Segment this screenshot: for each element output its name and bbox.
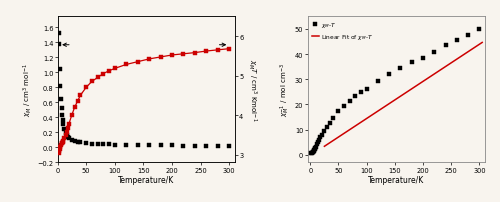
$\chi_{M}$-$T$: [476, 28, 482, 31]
$\chi_{M}$-$T$: [312, 148, 318, 150]
$\chi_{M}$-$T$: [347, 101, 353, 103]
X-axis label: Temperature/K: Temperature/K: [368, 175, 424, 184]
$\chi_{M}$-$T$: [375, 80, 381, 83]
$\chi_{M}$-$T$: [442, 45, 448, 47]
Legend: $\chi_{M}$-$T$, Linear Fit of $\chi_{M}$-$T$: $\chi_{M}$-$T$, Linear Fit of $\chi_{M}$…: [310, 20, 374, 43]
$\chi_{M}$-$T$: [408, 61, 414, 63]
$\chi_{M}$-$T$: [330, 118, 336, 120]
Line: $\chi_{M}$-$T$: $\chi_{M}$-$T$: [310, 28, 481, 155]
$\chi_{M}$-$T$: [336, 111, 342, 113]
$\chi_{M}$-$T$: [318, 135, 324, 137]
$\chi_{M}$-$T$: [341, 106, 347, 108]
$\chi_{M}$-$T$: [309, 152, 315, 155]
$\chi_{M}$-$T$: [312, 149, 318, 152]
Y-axis label: $\chi_{M}^{-1}$ / mol cm$^{-3}$: $\chi_{M}^{-1}$ / mol cm$^{-3}$: [279, 63, 292, 117]
$\chi_{M}$-$T$: [454, 40, 460, 42]
$\chi_{M}$-$T$: [465, 35, 471, 37]
$\chi_{M}$-$T$: [322, 130, 328, 133]
$\chi_{M}$-$T$: [310, 152, 316, 154]
Y-axis label: $\chi_{M}$ / cm$^3$ mol$^{-1}$: $\chi_{M}$ / cm$^3$ mol$^{-1}$: [22, 63, 34, 117]
$\chi_{M}$-$T$: [386, 73, 392, 75]
$\chi_{M}$-$T$: [316, 139, 322, 141]
$\chi_{M}$-$T$: [315, 141, 321, 143]
$\chi_{M}$-$T$: [352, 96, 358, 98]
$\chi_{M}$-$T$: [308, 152, 314, 155]
$\chi_{M}$-$T$: [314, 143, 320, 146]
$\chi_{M}$-$T$: [327, 122, 333, 124]
$\chi_{M}$-$T$: [318, 137, 324, 139]
$\chi_{M}$-$T$: [313, 146, 319, 148]
$\chi_{M}$-$T$: [420, 57, 426, 60]
$\chi_{M}$-$T$: [358, 91, 364, 94]
X-axis label: Temperature/K: Temperature/K: [118, 175, 174, 184]
$\chi_{M}$-$T$: [312, 147, 318, 149]
$\chi_{M}$-$T$: [364, 88, 370, 90]
Y-axis label: $\chi_{M}T$ / cm$^3$ Kmol$^{-1}$: $\chi_{M}T$ / cm$^3$ Kmol$^{-1}$: [246, 59, 258, 121]
$\chi_{M}$-$T$: [324, 126, 330, 128]
$\chi_{M}$-$T$: [310, 150, 316, 153]
$\chi_{M}$-$T$: [398, 67, 404, 70]
$\chi_{M}$-$T$: [310, 151, 316, 153]
$\chi_{M}$-$T$: [432, 51, 438, 54]
